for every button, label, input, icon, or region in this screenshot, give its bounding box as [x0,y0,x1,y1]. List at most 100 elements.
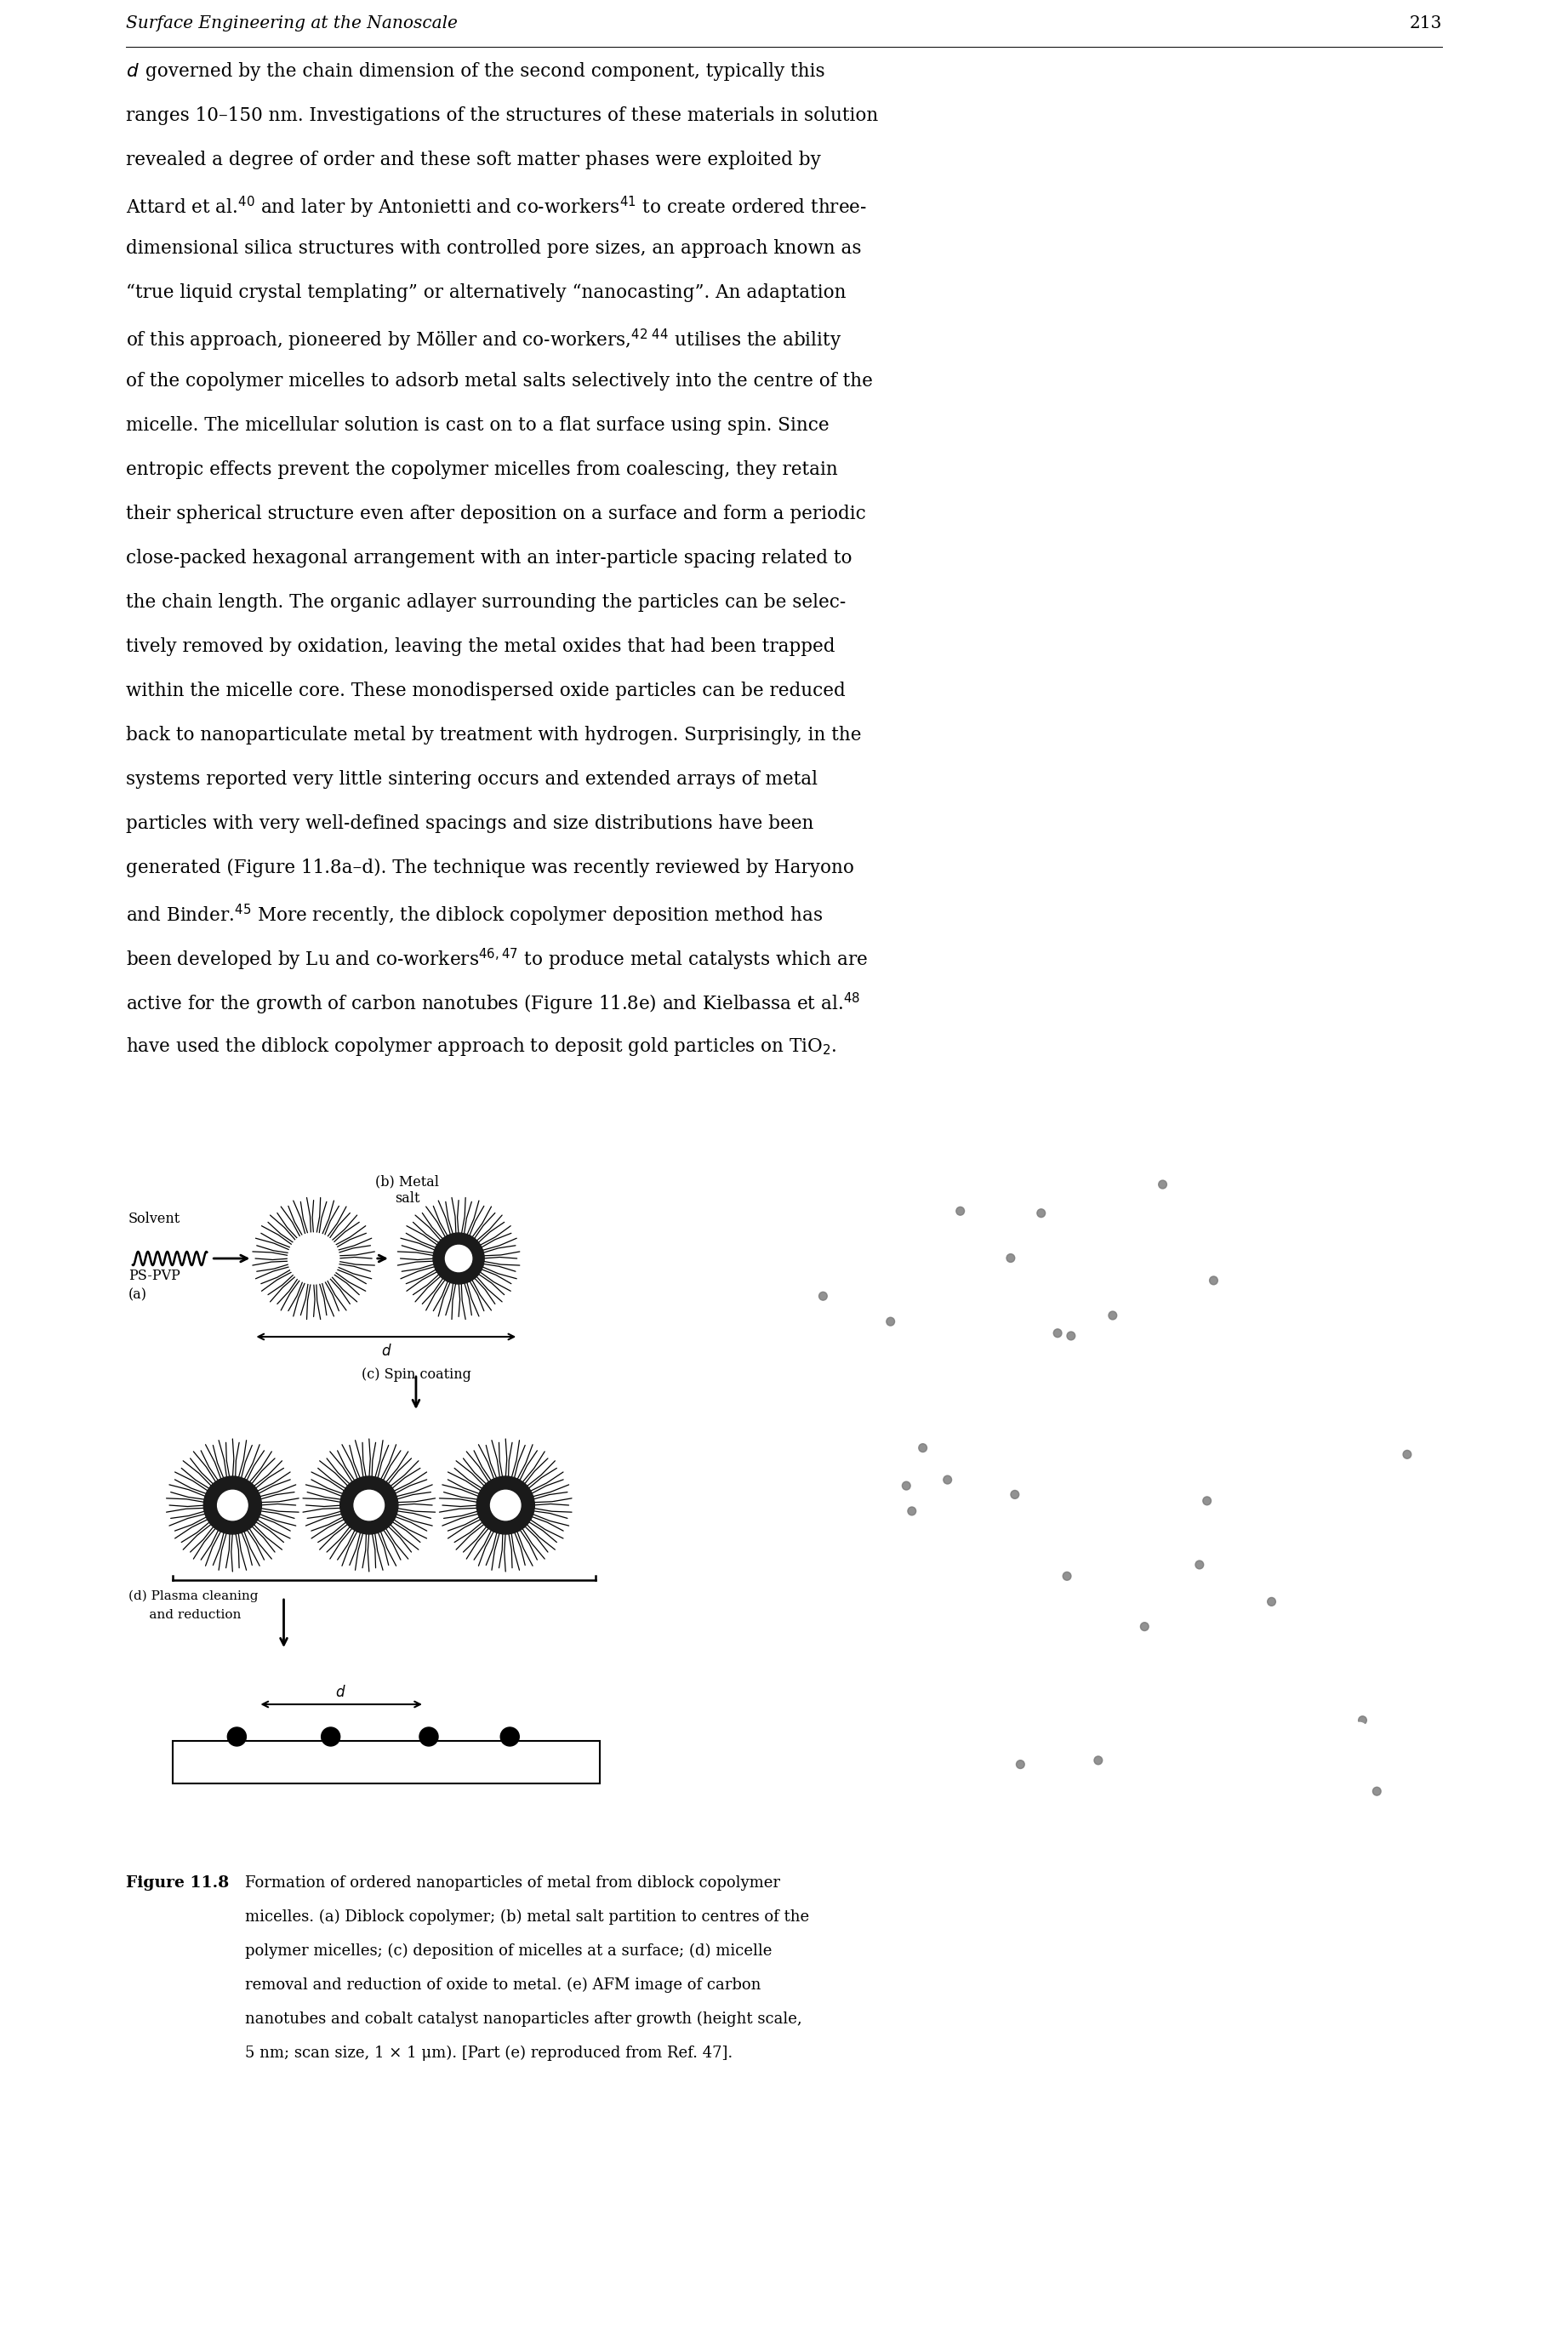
Text: (c) Spin coating: (c) Spin coating [361,1368,470,1382]
Circle shape [1248,1695,1264,1712]
Text: of the copolymer micelles to adsorb metal salts selectively into the centre of t: of the copolymer micelles to adsorb meta… [125,371,873,390]
Text: $d$: $d$ [381,1342,392,1359]
Circle shape [354,1491,384,1521]
Circle shape [1330,1262,1347,1279]
Text: dimensional silica structures with controlled pore sizes, an approach known as: dimensional silica structures with contr… [125,240,861,259]
Text: within the micelle core. These monodispersed oxide particles can be reduced: within the micelle core. These monodispe… [125,682,845,701]
Text: polymer micelles; (c) deposition of micelles at a surface; (d) micelle: polymer micelles; (c) deposition of mice… [245,1944,771,1958]
Circle shape [919,1444,927,1453]
Circle shape [1124,1319,1140,1335]
Circle shape [1399,1319,1416,1335]
Circle shape [1036,1208,1046,1218]
Text: salt: salt [395,1192,420,1206]
Text: and reduction: and reduction [129,1608,241,1620]
Text: close-packed hexagonal arrangement with an inter-particle spacing related to: close-packed hexagonal arrangement with … [125,548,851,567]
Text: Solvent: Solvent [129,1211,180,1227]
Circle shape [1206,1589,1223,1606]
Circle shape [938,1178,955,1194]
Circle shape [500,1728,519,1747]
Circle shape [944,1476,952,1483]
Circle shape [1159,1180,1167,1190]
Text: particles with very well-defined spacings and size distributions have been: particles with very well-defined spacing… [125,813,814,832]
Text: PS-PVP: PS-PVP [129,1270,180,1284]
Circle shape [1399,1596,1416,1613]
Text: Figure 11.8: Figure 11.8 [125,1876,229,1890]
Text: (e): (e) [1402,1803,1422,1817]
Bar [172,1740,599,1784]
Circle shape [917,1763,933,1782]
Circle shape [986,1387,1002,1404]
Text: Surface Engineering at the Nanoscale: Surface Engineering at the Nanoscale [125,16,458,31]
Circle shape [1262,1213,1278,1230]
Circle shape [218,1491,248,1521]
Circle shape [1330,1759,1347,1775]
Circle shape [227,1728,246,1747]
Circle shape [886,1317,895,1326]
Text: the chain length. The organic adlayer surrounding the particles can be selec-: the chain length. The organic adlayer su… [125,592,845,611]
Circle shape [1066,1331,1076,1340]
Circle shape [956,1206,964,1215]
Circle shape [1309,1625,1327,1641]
Circle shape [1055,1227,1071,1244]
Circle shape [1352,1521,1367,1538]
Circle shape [1140,1622,1149,1632]
Circle shape [779,1401,795,1418]
Text: back to nanoparticulate metal by treatment with hydrogen. Surprisingly, in the: back to nanoparticulate metal by treatme… [125,726,861,745]
Circle shape [1145,1716,1160,1733]
Circle shape [1109,1312,1116,1319]
Circle shape [1145,1514,1160,1531]
Circle shape [1007,1596,1022,1613]
Text: $d$: $d$ [336,1686,347,1700]
Text: governed by the chain dimension of the second component, typically this: governed by the chain dimension of the s… [140,61,825,80]
Circle shape [908,1507,916,1516]
Text: been developed by Lu and co-workers$^{46,47}$ to produce metal catalysts which a: been developed by Lu and co-workers$^{46… [125,947,867,973]
Text: have used the diblock copolymer approach to deposit gold particles on TiO$_2$.: have used the diblock copolymer approach… [125,1034,837,1058]
Circle shape [1021,1784,1036,1803]
Circle shape [394,1194,524,1324]
Text: micelles. (a) Diblock copolymer; (b) metal salt partition to centres of the: micelles. (a) Diblock copolymer; (b) met… [245,1909,809,1925]
Circle shape [1159,1192,1174,1208]
Circle shape [828,1716,844,1733]
Text: generated (Figure 11.8a–d). The technique was recently reviewed by Haryono: generated (Figure 11.8a–d). The techniqu… [125,858,855,877]
Text: revealed a degree of order and these soft matter phases were exploited by: revealed a degree of order and these sof… [125,150,822,169]
Circle shape [1352,1723,1367,1740]
Circle shape [433,1232,485,1284]
Text: and Binder.$^{45}$ More recently, the diblock copolymer deposition method has: and Binder.$^{45}$ More recently, the di… [125,903,823,929]
Circle shape [1209,1277,1218,1284]
Circle shape [938,1528,955,1545]
Circle shape [800,1784,817,1803]
Circle shape [1358,1716,1367,1726]
Circle shape [1193,1401,1209,1418]
Text: (d) Plasma cleaning: (d) Plasma cleaning [129,1589,259,1603]
Circle shape [289,1232,339,1284]
Circle shape [1090,1415,1105,1432]
Circle shape [249,1194,378,1324]
Text: removal and reduction of oxide to metal. (e) AFM image of carbon: removal and reduction of oxide to metal.… [245,1977,760,1994]
Circle shape [419,1728,437,1747]
Circle shape [814,1507,829,1523]
Circle shape [1267,1596,1276,1606]
Circle shape [204,1476,262,1535]
Circle shape [436,1436,575,1575]
Text: ranges 10–150 nm. Investigations of the structures of these materials in solutio: ranges 10–150 nm. Investigations of the … [125,106,878,125]
Circle shape [779,1610,795,1627]
Circle shape [1041,1695,1057,1712]
Circle shape [321,1728,340,1747]
Text: Attard et al.$^{40}$ and later by Antonietti and co-workers$^{41}$ to create ord: Attard et al.$^{40}$ and later by Antoni… [125,195,867,221]
Circle shape [1203,1498,1210,1505]
Circle shape [1094,1756,1102,1766]
Circle shape [491,1491,521,1521]
Circle shape [1035,1486,1051,1502]
Text: active for the growth of carbon nanotubes (Figure 11.8e) and Kielbassa et al.$^{: active for the growth of carbon nanotube… [125,992,861,1018]
Circle shape [1007,1277,1022,1293]
Circle shape [1352,1171,1367,1187]
Text: “true liquid crystal templating” or alternatively “nanocasting”. An adaptation: “true liquid crystal templating” or alte… [125,284,847,301]
Circle shape [1378,1401,1396,1418]
Text: (a): (a) [129,1288,147,1302]
Circle shape [340,1476,398,1535]
Circle shape [163,1436,303,1575]
Circle shape [1007,1253,1014,1262]
Circle shape [299,1436,439,1575]
Circle shape [800,1298,817,1314]
Circle shape [931,1737,947,1754]
